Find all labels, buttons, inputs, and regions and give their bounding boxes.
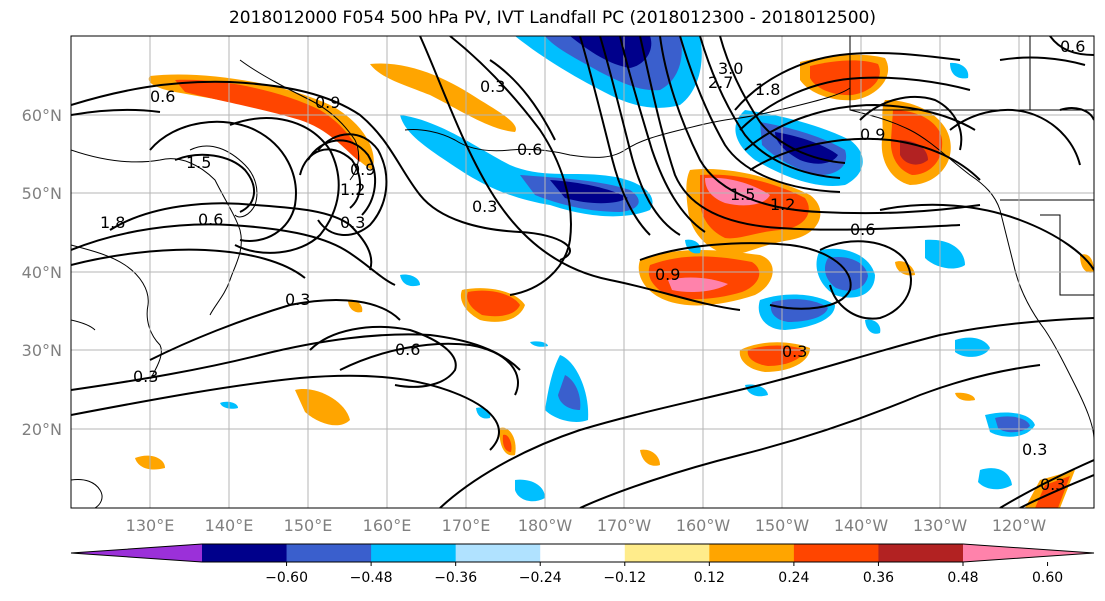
colorbar: −0.60 −0.48 −0.36 −0.24 −0.12 0.12 0.24 0.36 0.4… — [70, 543, 1095, 586]
contour-label: 0.9 — [350, 160, 375, 179]
colorbar-tick-label: 0.48 — [947, 570, 978, 586]
contour-label: 0.9 — [860, 125, 885, 144]
colorbar-tick-label: 0.60 — [1032, 570, 1063, 586]
contour-labels: 0.6 0.9 0.3 0.6 0.3 3.0 2.7 1.8 0.9 0.6 … — [100, 37, 1085, 494]
colorbar-segment — [71, 544, 202, 562]
contour-label: 0.6 — [150, 87, 175, 106]
lon-label: 160°W — [676, 516, 731, 535]
colorbar-segment — [624, 544, 710, 562]
colorbar-tick-label: −0.12 — [603, 570, 646, 586]
colorbar-segment — [540, 544, 626, 562]
contour-label: 0.3 — [1022, 440, 1047, 459]
map-title: 2018012000 F054 500 hPa PV, IVT Landfall… — [228, 8, 876, 28]
lon-label: 170°E — [442, 516, 491, 535]
lat-label: 60°N — [22, 106, 62, 125]
colorbar-tick-label: 0.24 — [778, 570, 809, 586]
colorbar-outline — [70, 543, 1095, 563]
colorbar-segment — [709, 544, 795, 562]
contour-label: 0.3 — [1040, 475, 1065, 494]
lon-label: 160°E — [363, 516, 412, 535]
contour-label: 1.8 — [755, 80, 780, 99]
contour-label: 1.8 — [100, 213, 125, 232]
contour-label: 0.6 — [517, 140, 542, 159]
lon-label: 130°W — [913, 516, 968, 535]
contour-label: 0.3 — [133, 367, 158, 386]
colorbar-segment — [371, 544, 457, 562]
contour-label: 0.9 — [315, 93, 340, 112]
colorbar-segment — [963, 544, 1094, 562]
longitude-labels: 130°E 140°E 150°E 160°E 170°E 180°W 170°… — [126, 516, 1047, 535]
colorbar-tick-label: −0.24 — [519, 570, 562, 586]
contour-label: 1.5 — [186, 153, 211, 172]
colorbar-segment — [793, 544, 879, 562]
lon-label: 170°W — [597, 516, 652, 535]
contour-label: 3.0 — [718, 59, 743, 78]
colorbar-tick-label: −0.48 — [350, 570, 393, 586]
lat-label: 30°N — [22, 341, 62, 360]
lon-label: 130°E — [126, 516, 175, 535]
contour-label: 1.5 — [730, 185, 755, 204]
contour-label: 0.6 — [1060, 37, 1085, 56]
colorbar-tick-label: −0.60 — [265, 570, 308, 586]
contour-label: 0.6 — [198, 210, 223, 229]
contour-label: 0.3 — [782, 342, 807, 361]
contour-label: 0.9 — [655, 265, 680, 284]
lon-label: 140°E — [205, 516, 254, 535]
lon-label: 140°W — [834, 516, 889, 535]
lat-label: 50°N — [22, 184, 62, 203]
lon-label: 150°E — [284, 516, 333, 535]
colorbar-tick-label: 0.36 — [863, 570, 894, 586]
lon-label: 120°W — [992, 516, 1047, 535]
lon-label: 150°W — [755, 516, 810, 535]
lat-label: 40°N — [22, 263, 62, 282]
colorbar-segment — [455, 544, 541, 562]
colorbar-tick-label: 0.12 — [694, 570, 725, 586]
contour-label: 0.6 — [850, 220, 875, 239]
colorbar-segment — [202, 544, 288, 562]
contour-label: 0.3 — [480, 77, 505, 96]
colorbar-segment — [286, 544, 372, 562]
contour-label: 0.6 — [395, 340, 420, 359]
colorbar-segment — [878, 544, 964, 562]
contour-label: 0.3 — [340, 213, 365, 232]
lat-label: 20°N — [22, 420, 62, 439]
latitude-labels: 60°N 50°N 40°N 30°N 20°N — [22, 106, 62, 439]
contour-label: 2.7 — [708, 73, 733, 92]
contour-label: 0.3 — [472, 197, 497, 216]
colorbar-tick-label: −0.36 — [434, 570, 477, 586]
pv-shading — [135, 36, 1094, 508]
contour-label: 1.2 — [770, 195, 795, 214]
gridlines — [71, 36, 1094, 508]
ivt-contours — [71, 36, 1094, 508]
contour-label: 0.3 — [285, 290, 310, 309]
lon-label: 180°W — [518, 516, 573, 535]
contour-label: 1.2 — [340, 180, 365, 199]
map-frame — [70, 35, 1095, 509]
